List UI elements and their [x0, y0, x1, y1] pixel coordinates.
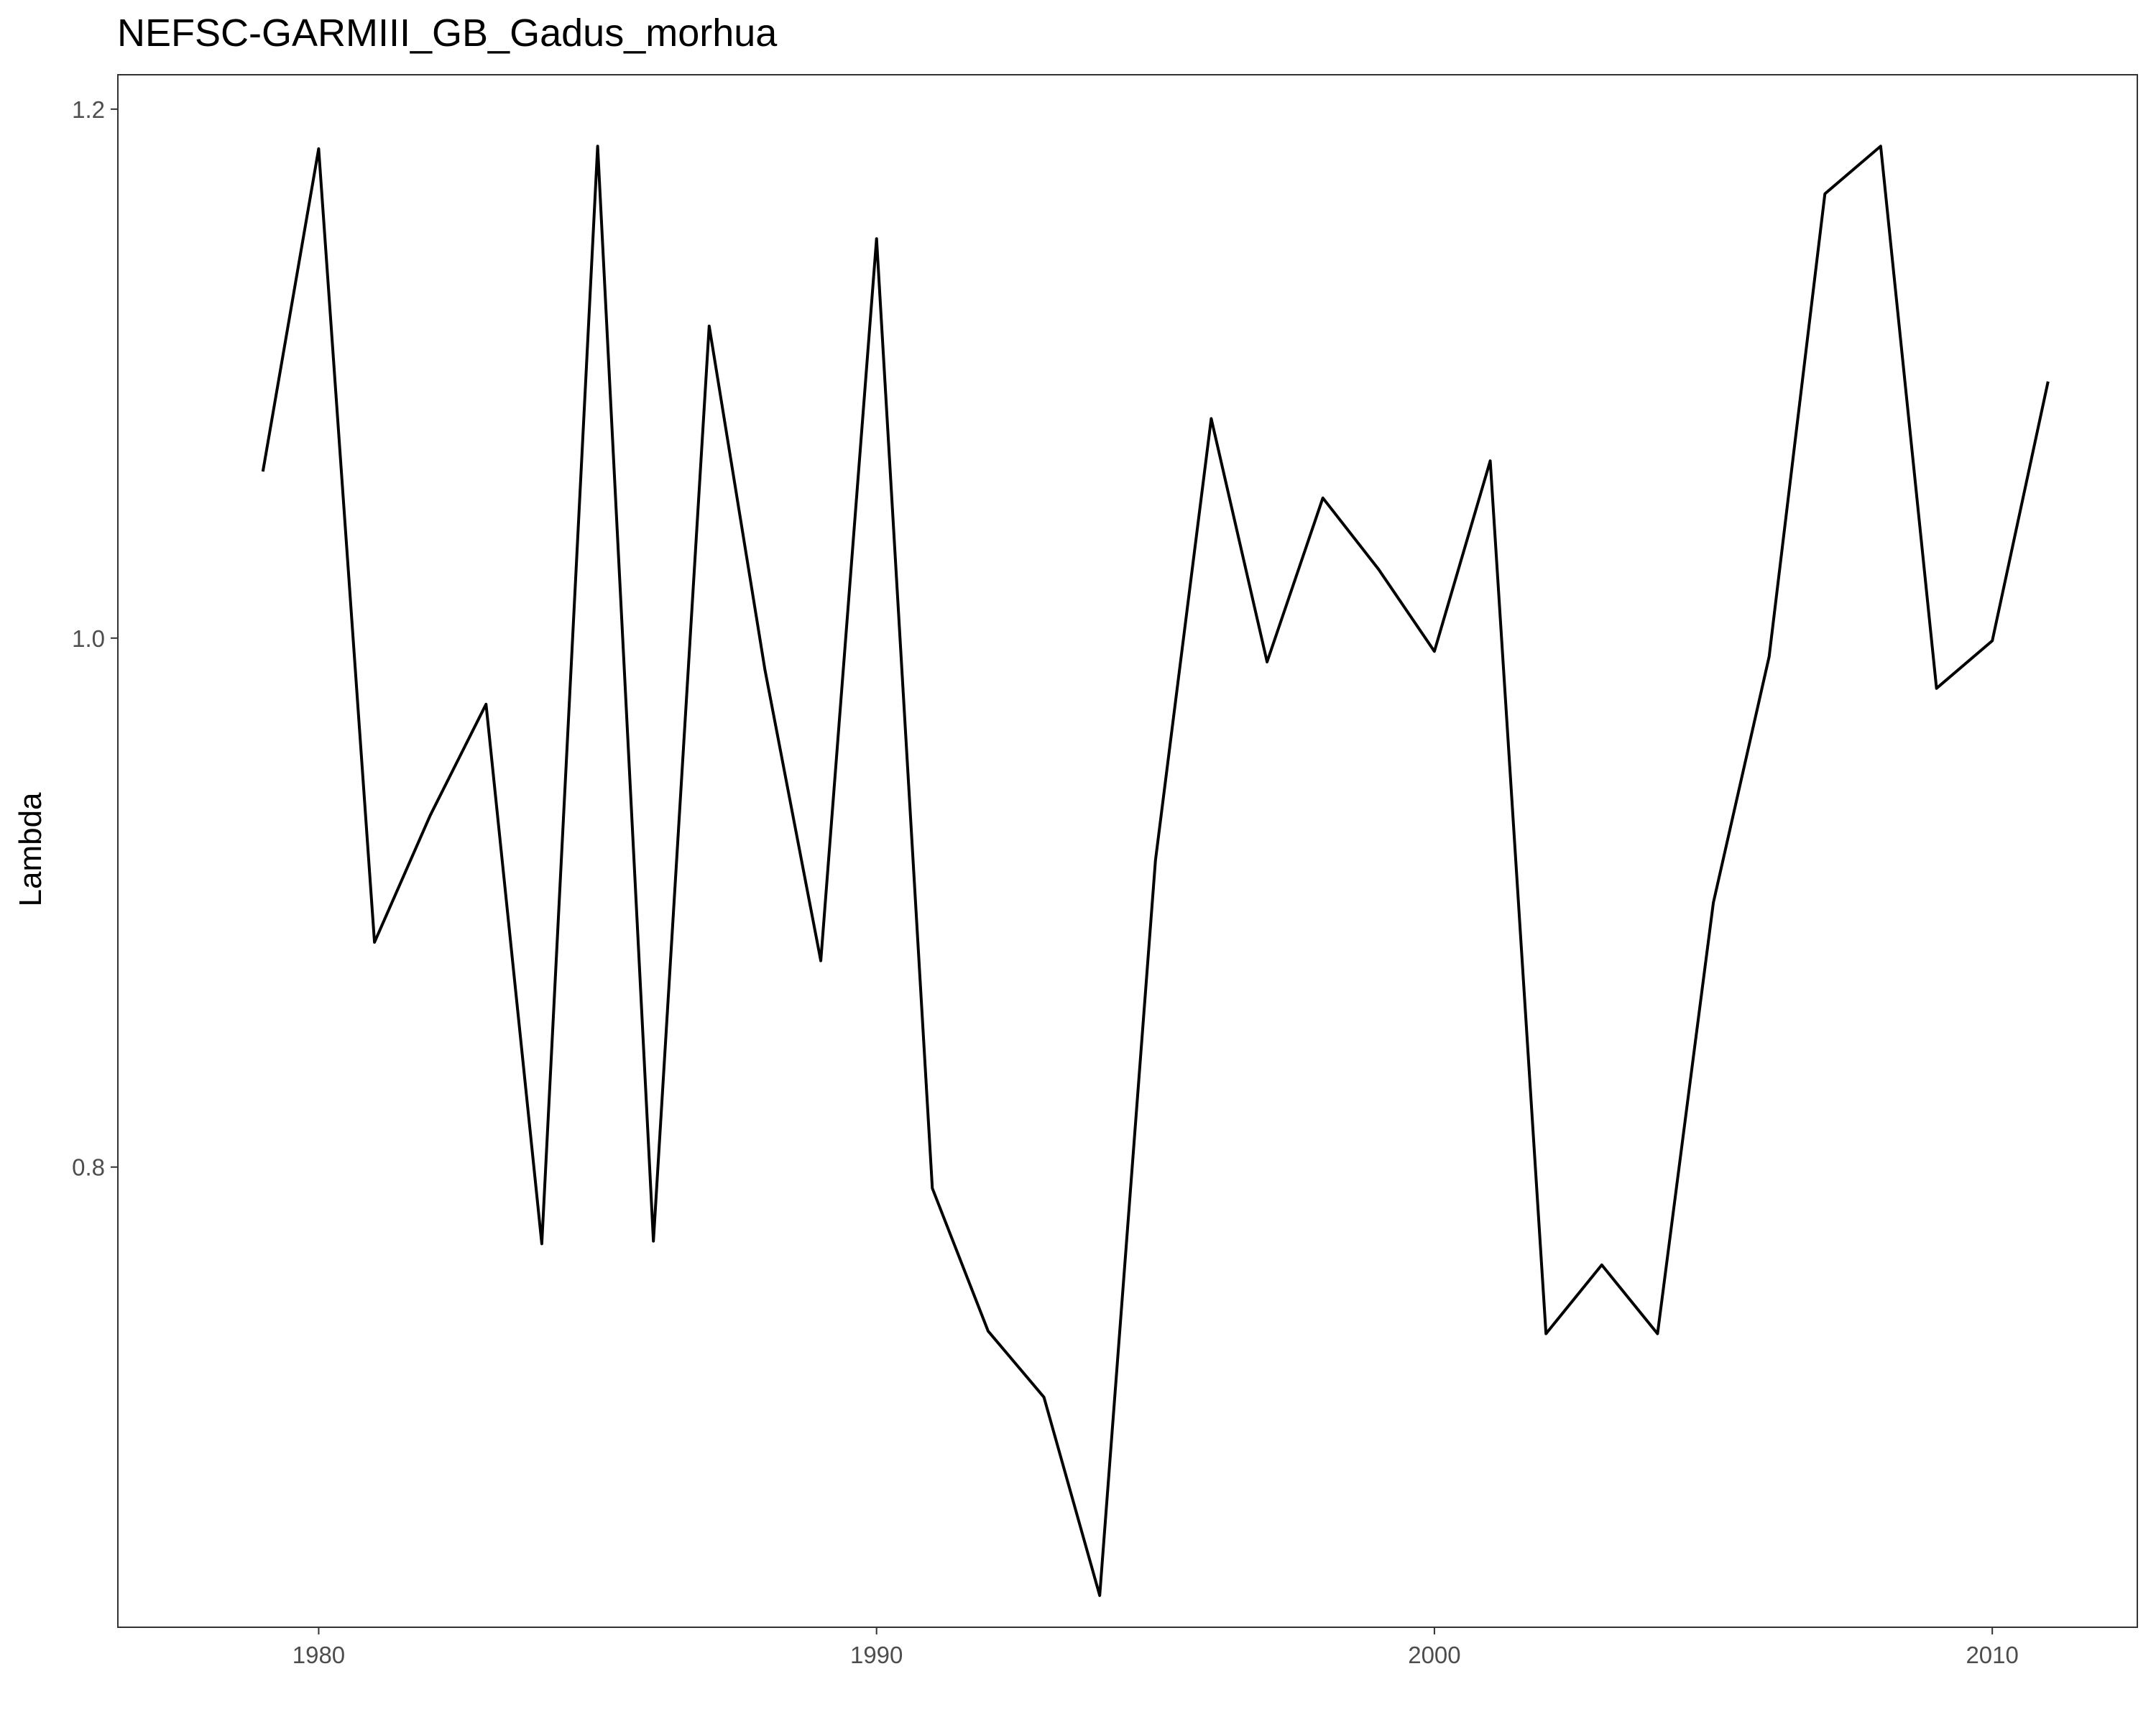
x-tick-label: 2000	[1408, 1642, 1460, 1668]
y-tick-label: 1.0	[72, 625, 105, 652]
x-axis: 1980 1990 2000 2010	[292, 1627, 2019, 1668]
x-tick-label: 1980	[292, 1642, 345, 1668]
chart-title: NEFSC-GARMIII_GB_Gadus_morhua	[117, 12, 778, 55]
x-tick-label: 1990	[850, 1642, 903, 1668]
plot-panel	[117, 74, 2138, 1628]
y-axis: 0.8 1.0 1.2	[72, 96, 118, 1181]
y-tick-label: 1.2	[72, 96, 105, 123]
y-axis-label: Lambda	[13, 792, 48, 907]
lambda-series-line	[261, 144, 2050, 1597]
y-tick-label: 0.8	[72, 1154, 105, 1181]
x-tick-label: 2010	[1966, 1642, 2018, 1668]
